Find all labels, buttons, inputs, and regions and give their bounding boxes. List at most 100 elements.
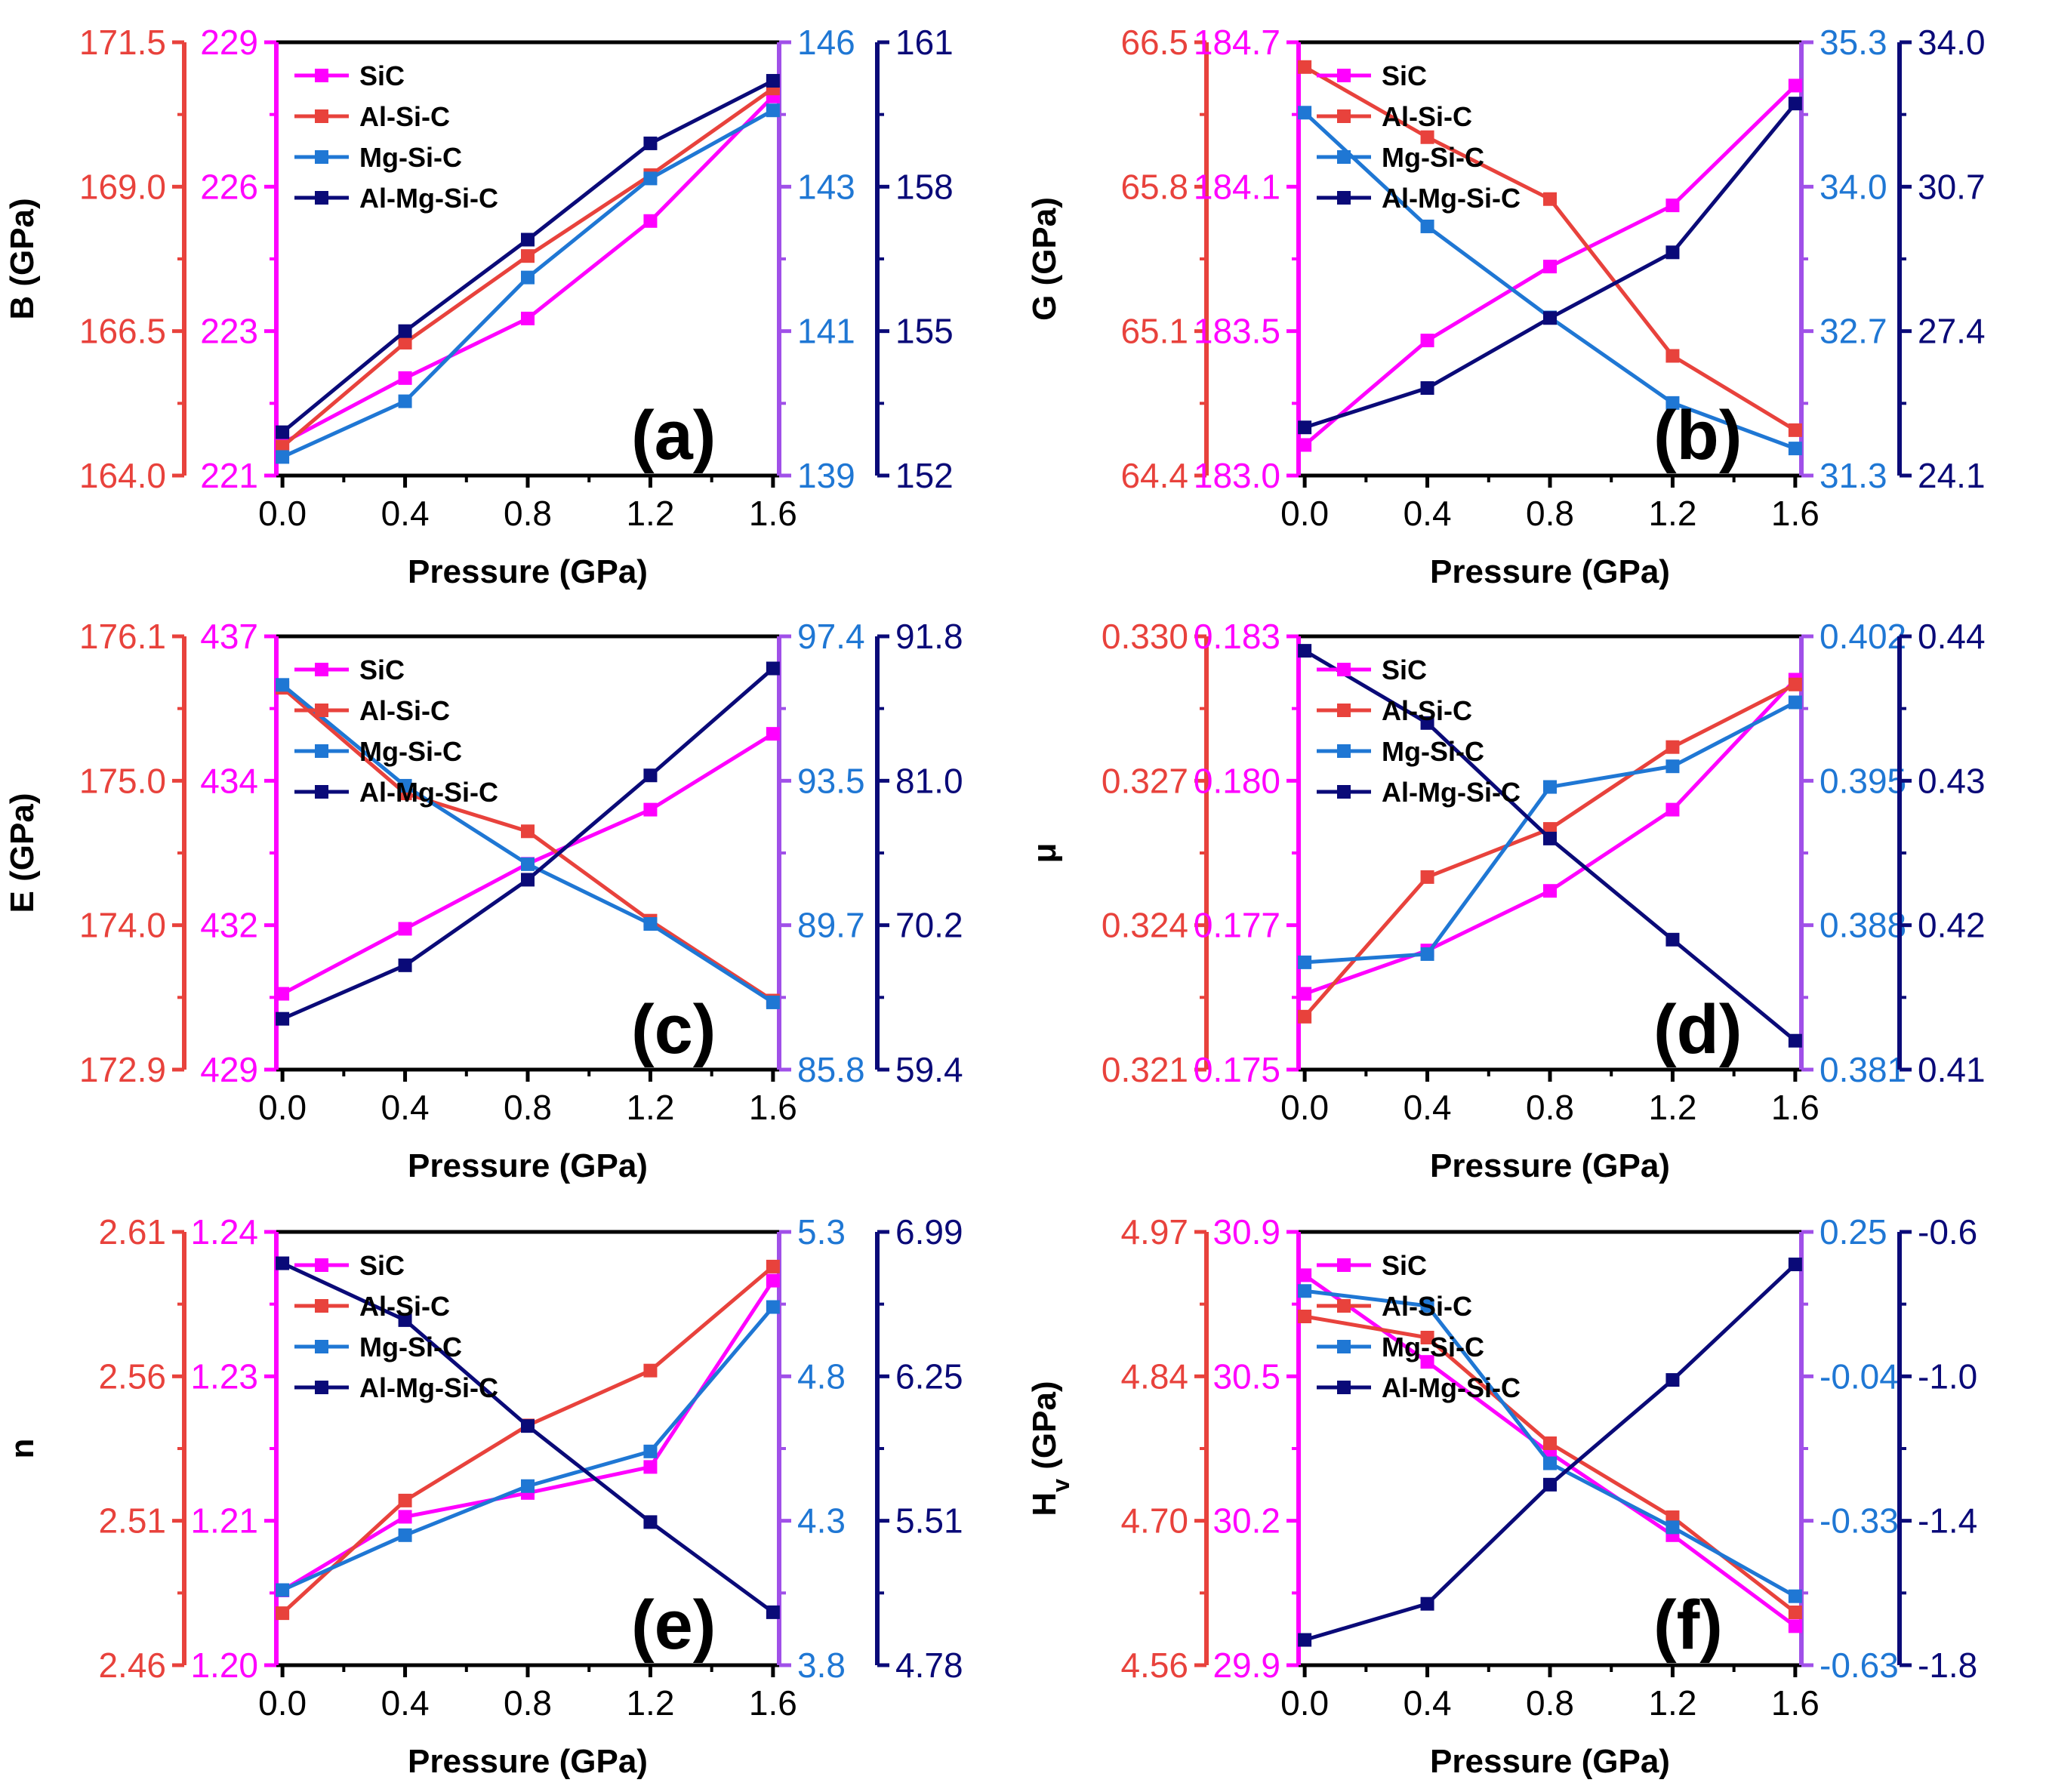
x-tick-label: 1.2 xyxy=(626,1088,674,1127)
y-tick-label: -0.6 xyxy=(1918,1212,1977,1252)
y-tick-label: 174.0 xyxy=(79,906,166,945)
y-tick-label: 155 xyxy=(895,312,954,351)
y-tick-label: 0.175 xyxy=(1194,1050,1280,1089)
panel-tag: (d) xyxy=(1653,991,1742,1068)
y-axis-magenta: 0.175 0.177 0.180 0.183 xyxy=(1194,617,1301,1089)
series-Al-Mg-Si-C xyxy=(276,661,780,1026)
data-point xyxy=(1543,311,1557,325)
data-point xyxy=(1788,423,1802,437)
y-tick-label: 0.321 xyxy=(1102,1050,1188,1089)
y-tick-label: 223 xyxy=(200,312,258,351)
data-point xyxy=(276,1606,290,1621)
series-Mg-Si-C xyxy=(276,103,780,464)
y-tick-label: 93.5 xyxy=(797,761,865,800)
x-tick-label: 0.4 xyxy=(381,494,430,533)
legend-marker xyxy=(315,785,328,799)
series-Mg-Si-C xyxy=(1298,1284,1802,1603)
data-point xyxy=(276,1256,290,1270)
x-tick-label: 0.0 xyxy=(1280,1683,1329,1723)
data-point xyxy=(521,311,535,325)
legend-marker xyxy=(1337,1340,1351,1353)
data-point xyxy=(643,917,658,931)
legend-marker xyxy=(1337,109,1351,123)
panel-tag: (c) xyxy=(631,991,716,1068)
x-tick-label: 0.8 xyxy=(504,494,552,533)
x-tick-label: 1.6 xyxy=(749,1683,797,1723)
legend-label: Mg-Si-C xyxy=(359,1332,462,1362)
series-Mg-Si-C xyxy=(1298,695,1802,969)
x-axis-label: Pressure (GPa) xyxy=(1430,1743,1670,1780)
y-tick-label: 0.381 xyxy=(1820,1050,1906,1089)
y-tick-label: 4.3 xyxy=(797,1501,846,1541)
series-Mg-Si-C xyxy=(276,678,780,1009)
data-point xyxy=(276,425,290,439)
data-point xyxy=(643,802,658,817)
y-tick-label: 0.324 xyxy=(1102,906,1188,945)
data-point xyxy=(1298,1633,1312,1647)
legend-marker xyxy=(1337,191,1351,205)
legend-marker xyxy=(315,663,328,676)
y-axis-label: E (GPa) xyxy=(4,793,41,913)
y-tick-label: 141 xyxy=(797,312,855,351)
legend-label: Al-Mg-Si-C xyxy=(1382,183,1521,214)
y-tick-label: 169.0 xyxy=(79,167,166,206)
legend: SiC Al-Si-C Mg-Si-C Al-Mg-Si-C xyxy=(294,60,498,214)
data-point xyxy=(398,335,412,349)
legend-label: Al-Si-C xyxy=(359,1291,450,1322)
series-Al-Mg-Si-C xyxy=(1298,644,1802,1048)
series-Al-Si-C xyxy=(1298,677,1802,1024)
y-axis-magenta: 429 432 434 437 xyxy=(200,617,279,1089)
y-tick-label: 30.5 xyxy=(1213,1356,1280,1396)
y-tick-label: 4.78 xyxy=(895,1646,963,1685)
legend: SiC Al-Si-C Mg-Si-C Al-Mg-Si-C xyxy=(294,1250,498,1403)
y-tick-label: -0.33 xyxy=(1820,1501,1899,1541)
legend-label: Al-Si-C xyxy=(1382,101,1472,132)
y-axis-label: μ xyxy=(1026,843,1063,864)
legend-marker xyxy=(1337,744,1351,758)
x-tick-label: 0.0 xyxy=(258,1683,307,1723)
y-tick-label: 5.51 xyxy=(895,1501,963,1541)
data-point xyxy=(276,450,290,464)
legend-marker xyxy=(1337,1258,1351,1272)
y-tick-label: 161 xyxy=(895,23,954,62)
y-tick-label: 30.7 xyxy=(1918,167,1986,206)
x-tick-label: 0.4 xyxy=(1404,494,1452,533)
x-tick-label: 1.6 xyxy=(749,1088,797,1127)
y-axis-label: G (GPa) xyxy=(1026,197,1063,321)
data-point xyxy=(643,1515,658,1529)
chart-panel-2: 64.4 65.1 65.8 66.5 183.0 183.5 184.1 184.7 31.3… xyxy=(1026,23,1986,590)
y-tick-label: 221 xyxy=(200,456,258,495)
y-axis-navy: 24.1 27.4 30.7 34.0 xyxy=(1897,23,1986,495)
y-tick-label: 64.4 xyxy=(1120,456,1188,495)
data-point xyxy=(1543,260,1557,274)
panel-tag: (a) xyxy=(631,397,716,474)
series-line-Al-Mg-Si-C xyxy=(1303,648,1797,1042)
data-point xyxy=(766,103,780,118)
y-tick-label: 0.327 xyxy=(1102,761,1188,800)
y-axis-label-main: H xyxy=(1026,1492,1063,1516)
data-point xyxy=(1298,987,1312,1001)
data-point xyxy=(398,778,412,793)
x-tick-label: 0.8 xyxy=(1526,494,1574,533)
data-point xyxy=(766,661,780,676)
series-line-Al-Si-C xyxy=(281,1265,775,1615)
y-tick-label: 91.8 xyxy=(895,617,963,656)
y-tick-label: 432 xyxy=(200,906,258,945)
legend-label: SiC xyxy=(359,60,405,91)
series-Al-Mg-Si-C xyxy=(276,74,780,439)
legend-label: Mg-Si-C xyxy=(359,142,462,173)
y-axis-magenta: 221 223 226 229 xyxy=(200,23,279,495)
y-tick-label: 171.5 xyxy=(79,23,166,62)
data-point xyxy=(1665,802,1680,817)
data-point xyxy=(1665,396,1680,410)
data-point xyxy=(521,873,535,887)
data-point xyxy=(766,995,780,1009)
data-point xyxy=(276,678,290,692)
y-tick-label: 3.8 xyxy=(797,1646,846,1685)
data-point xyxy=(1788,1258,1802,1272)
y-tick-label: 65.1 xyxy=(1120,312,1188,351)
y-tick-label: 229 xyxy=(200,23,258,62)
y-tick-label: -1.8 xyxy=(1918,1646,1977,1685)
data-point xyxy=(766,74,780,88)
y-tick-label: 5.3 xyxy=(797,1212,846,1252)
